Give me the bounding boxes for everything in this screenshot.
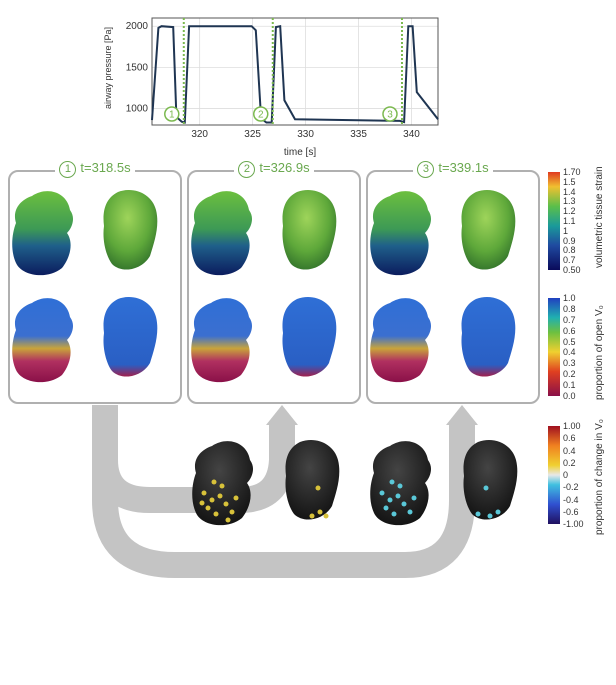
y-tick-label: 2000 — [126, 21, 149, 32]
arrow-1-to-2 — [92, 405, 295, 513]
colorbar-change-tick: 0.2 — [563, 457, 576, 468]
time-marker-badge-3 — [382, 106, 398, 122]
colorbar-strain-tick: 1.5 — [563, 176, 576, 187]
colorbar-strain-tick: 1.70 — [563, 167, 581, 177]
arrow-head-3 — [446, 405, 478, 425]
colorbar-change-tick: -0.6 — [563, 506, 579, 517]
plot-area — [151, 17, 439, 126]
panel-time-1: t=318.5s — [80, 160, 131, 175]
colorbar-change-tick: -0.2 — [563, 482, 579, 493]
x-tick-label: 330 — [297, 129, 314, 140]
x-tick-label: 320 — [191, 129, 208, 140]
snapshot-panel-1: 1 t=318.5s — [8, 160, 182, 404]
y-tick-label: 1500 — [126, 62, 149, 73]
panel-number-3: 3 — [417, 161, 435, 178]
colorbar-change-tick: 0.6 — [563, 433, 576, 444]
pressure-series-line — [151, 24, 439, 124]
colorbar-strain-tick: 0.9 — [563, 235, 576, 246]
colorbar-change-tick: 0.4 — [563, 445, 576, 456]
panel-number-1: 1 — [59, 161, 77, 178]
colorbar-strain-tick: 0.50 — [563, 265, 581, 275]
y-tick-label: 1000 — [126, 104, 149, 115]
colorbar-strain-tick: 1.3 — [563, 196, 576, 207]
colorbar-change-tick: -0.4 — [563, 494, 579, 505]
x-tick-label: 335 — [350, 129, 367, 140]
colorbar-open-tick: 0.5 — [563, 336, 576, 347]
colorbar-open-tick: 0.6 — [563, 325, 576, 336]
colorbar-open-tick: 0.8 — [563, 303, 576, 314]
panel-title-1: 1 t=318.5s — [10, 160, 180, 178]
colorbar-strain-tick: 1.1 — [563, 216, 576, 226]
panel-time-2: t=326.9s — [259, 160, 310, 175]
x-axis-label: time [s] — [284, 147, 316, 158]
colorbar-strain-title: volumetric tissue strain — [594, 166, 605, 268]
colorbar-strain — [548, 172, 560, 270]
chart-markers: 1 2 3 — [164, 18, 403, 125]
x-tick-label: 340 — [403, 129, 420, 140]
time-marker-label-3: 3 — [387, 110, 393, 121]
panel-number-2: 2 — [238, 161, 256, 178]
colorbar-open-tick: 0.2 — [563, 369, 576, 380]
time-marker-label-2: 2 — [258, 110, 264, 121]
time-marker-label-1: 1 — [169, 110, 175, 121]
colorbar-open-tick: 0.0 — [563, 391, 576, 401]
colorbar-open-title: proportion of open V₀ — [594, 305, 605, 400]
snapshot-panel-3: 3 t=339.1s — [366, 160, 540, 404]
colorbar-change-tick: -1.00 — [563, 519, 584, 529]
colorbar-open-tick: 1.0 — [563, 293, 576, 303]
arrow-1-to-3 — [92, 405, 475, 578]
colorbar-change — [548, 426, 560, 524]
chart-axes: 320 325 330 335 340 1000 1500 2000 — [126, 17, 439, 140]
time-marker-badge-1 — [164, 106, 180, 122]
colorbar-strain-tick: 0.7 — [563, 255, 576, 266]
colorbar-open — [548, 298, 560, 396]
colorbar-change-tick: 0 — [563, 470, 569, 480]
y-axis-label: airway pressure [Pa] — [103, 27, 113, 109]
colorbar-strain-tick: 1 — [563, 225, 569, 236]
pressure-chart: 320 325 330 335 340 1000 1500 2000 1 2 3 time [s]… — [103, 17, 439, 158]
arrow-head-2 — [266, 405, 298, 425]
colorbar-open-tick: 0.7 — [563, 314, 576, 325]
panel-title-2: 2 t=326.9s — [189, 160, 359, 178]
colorbar-strain-tick: 0.8 — [563, 245, 576, 256]
colorbar-open-tick: 0.3 — [563, 358, 576, 369]
colorbar-open-tick: 0.1 — [563, 380, 576, 391]
panel-title-3: 3 t=339.1s — [368, 160, 538, 178]
panel-time-3: t=339.1s — [438, 160, 489, 175]
x-tick-label: 325 — [244, 129, 261, 140]
colorbar-strain-tick: 1.4 — [563, 186, 576, 197]
time-marker-badge-2 — [253, 106, 269, 122]
colorbar-change-title: proportion of change in V₀ — [594, 419, 605, 535]
colorbar-open-tick: 0.4 — [563, 347, 576, 358]
colorbar-change-tick: 1.00 — [563, 421, 581, 431]
colorbar-strain-tick: 1.2 — [563, 206, 576, 217]
snapshot-panel-2: 2 t=326.9s — [187, 160, 361, 404]
